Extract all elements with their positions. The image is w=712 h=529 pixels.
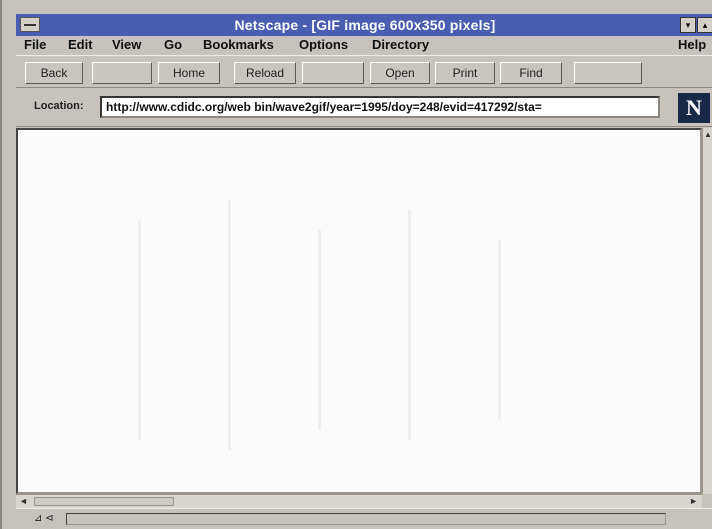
faint-trace <box>408 210 411 440</box>
menu-file[interactable]: File <box>24 37 47 52</box>
netscape-logo[interactable]: N <box>678 93 710 123</box>
open-button[interactable]: Open <box>370 62 430 84</box>
system-menu-icon[interactable] <box>20 17 40 32</box>
menu-view[interactable]: View <box>112 37 142 52</box>
print-button[interactable]: Print <box>435 62 495 84</box>
location-label: Location: <box>34 100 84 112</box>
content-area[interactable] <box>16 128 702 494</box>
scroll-up-icon[interactable]: ▲ <box>704 130 712 139</box>
security-key-icon: ⊿ ⊲ <box>34 513 54 524</box>
back-button[interactable]: Back <box>25 62 83 84</box>
title-bar: Netscape - [GIF image 600x350 pixels] ▾ … <box>16 14 712 36</box>
restore-button[interactable]: ▴ <box>697 17 712 33</box>
reload-button[interactable]: Reload <box>234 62 296 84</box>
images-button[interactable] <box>302 62 364 84</box>
toolbar: Back Home Reload Open Print Find <box>16 55 712 88</box>
stop-button[interactable] <box>574 62 642 84</box>
menu-edit[interactable]: Edit <box>68 37 93 52</box>
faint-trace <box>318 230 321 430</box>
scroll-thumb[interactable] <box>34 497 174 506</box>
horizontal-scrollbar[interactable]: ◄ ► <box>16 494 702 508</box>
minimize-button[interactable]: ▾ <box>680 17 696 33</box>
menu-directory[interactable]: Directory <box>372 37 430 52</box>
home-button[interactable]: Home <box>158 62 220 84</box>
faint-trace <box>228 200 231 450</box>
menu-bookmarks[interactable]: Bookmarks <box>203 37 274 52</box>
menu-help[interactable]: Help <box>678 37 707 52</box>
menu-bar: File Edit View Go Bookmarks Options Dire… <box>16 36 712 54</box>
find-button[interactable]: Find <box>500 62 562 84</box>
scroll-right-icon[interactable]: ► <box>689 496 698 506</box>
menu-go[interactable]: Go <box>164 37 183 52</box>
forward-button[interactable] <box>92 62 152 84</box>
status-bar: ⊿ ⊲ <box>16 508 712 529</box>
faint-trace <box>498 240 501 420</box>
location-input[interactable]: http://www.cdidc.org/web bin/wave2gif/ye… <box>100 96 660 118</box>
scroll-left-icon[interactable]: ◄ <box>19 496 28 506</box>
vertical-scrollbar[interactable]: ▲ <box>702 128 712 494</box>
location-bar: Location: http://www.cdidc.org/web bin/w… <box>16 89 712 127</box>
menu-options[interactable]: Options <box>299 37 349 52</box>
window-title: Netscape - [GIF image 600x350 pixels] <box>234 17 496 33</box>
faint-trace <box>138 220 141 440</box>
status-message <box>66 513 666 525</box>
